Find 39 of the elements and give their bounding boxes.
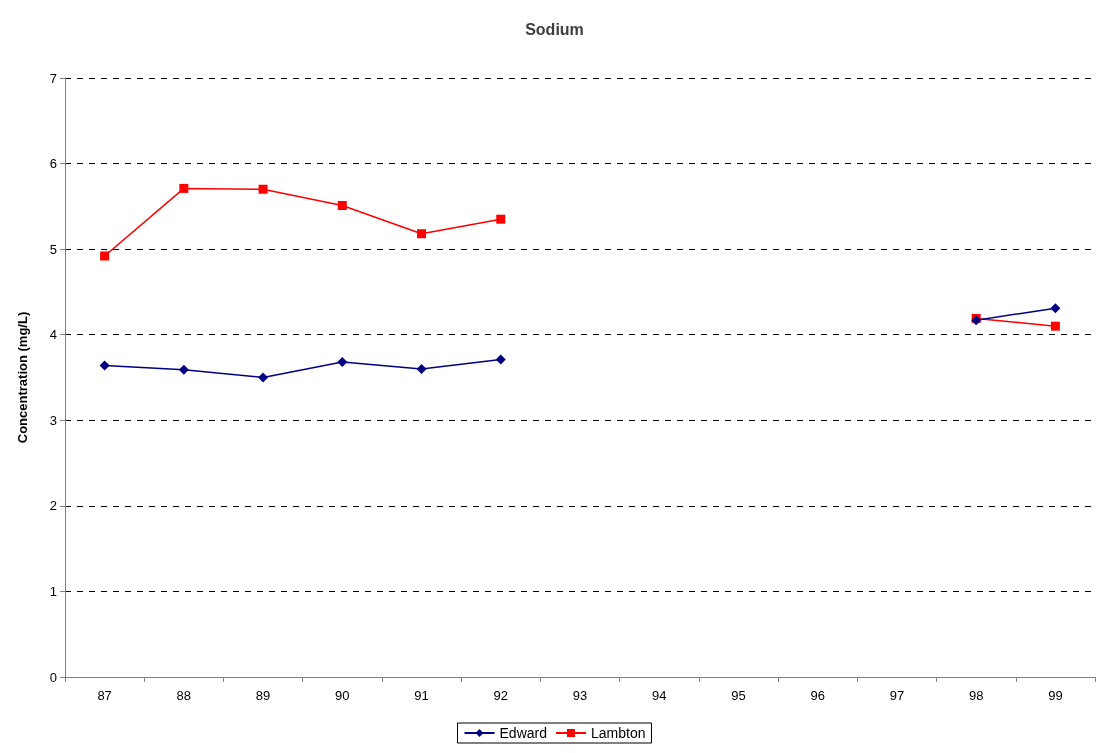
y-tick-label: 1 (49, 583, 57, 599)
legend-label: Lambton (590, 725, 646, 741)
y-axis-title: Concentration (mg/L) (15, 311, 30, 444)
x-tick-label: 96 (810, 688, 825, 703)
x-tick-label: 94 (652, 688, 667, 703)
x-tick-label: 88 (176, 688, 192, 703)
point (417, 229, 427, 239)
y-tick-label: 3 (49, 412, 57, 428)
point (258, 184, 268, 194)
point (1050, 303, 1061, 314)
point (337, 201, 347, 210)
x-tick-label: 98 (968, 688, 984, 703)
point (1050, 321, 1060, 331)
x-tick-label: 92 (493, 688, 508, 703)
point (496, 214, 506, 224)
x-tick-label: 97 (889, 688, 905, 703)
y-tick-label: 0 (49, 669, 57, 685)
point (337, 357, 348, 368)
point (99, 360, 110, 371)
x-tick-label: 99 (1048, 688, 1063, 703)
x-tick-label: 93 (572, 688, 588, 703)
y-tick-label: 5 (49, 241, 57, 257)
point (416, 363, 427, 374)
point (179, 183, 189, 193)
chart-title: Sodium (525, 20, 584, 38)
y-tick-label: 4 (49, 327, 57, 343)
point (258, 372, 269, 383)
point (495, 354, 506, 365)
point (100, 251, 110, 261)
x-tick-label: 87 (97, 688, 112, 703)
x-tick-label: 89 (255, 688, 271, 703)
x-tick-label: 90 (335, 688, 350, 703)
y-tick-label: 6 (49, 156, 57, 172)
y-tick-label: 7 (49, 70, 57, 86)
x-tick-label: 95 (731, 688, 746, 703)
x-tick-label: 91 (414, 688, 429, 703)
y-tick-label: 2 (49, 498, 57, 514)
legend-label: Edward (499, 725, 547, 741)
point (178, 364, 189, 375)
